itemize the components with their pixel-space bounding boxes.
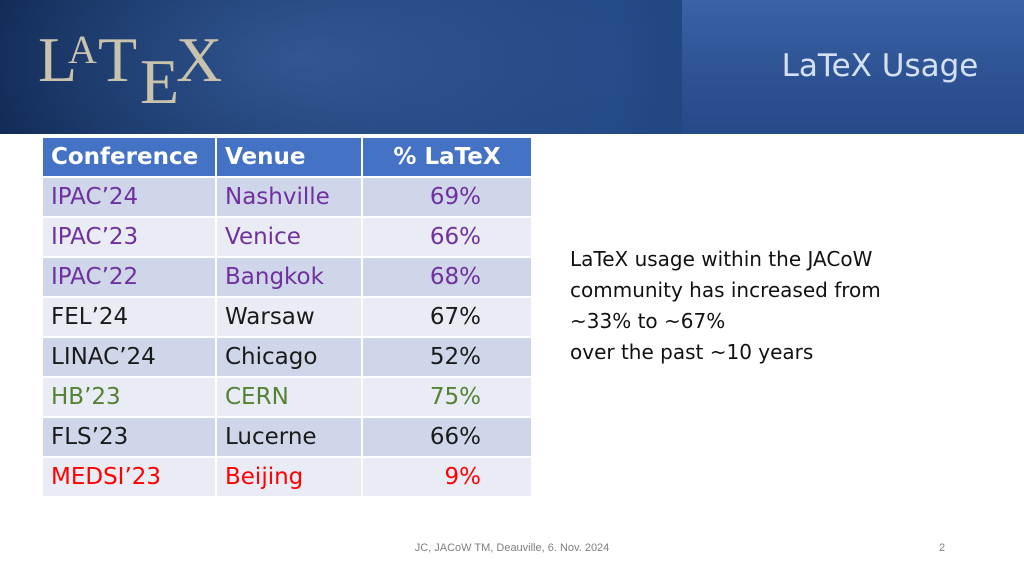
cell-venue: Lucerne — [215, 416, 363, 458]
logo-letter: L — [38, 24, 78, 95]
table-row: FEL’24 Warsaw 67% — [41, 296, 533, 338]
title-panel — [682, 0, 1024, 134]
page-number: 2 — [938, 542, 946, 554]
cell-conference: HB’23 — [41, 376, 217, 418]
note-line: community has increased from — [570, 278, 881, 302]
logo-letter: E — [140, 46, 180, 117]
logo-letter: A — [68, 27, 97, 72]
latex-logo: L A T E X — [38, 24, 248, 114]
column-header-conference: Conference — [41, 136, 217, 178]
cell-venue: Bangkok — [215, 256, 363, 298]
cell-latex: 69% — [361, 176, 533, 218]
cell-latex: 66% — [361, 416, 533, 458]
column-header-venue: Venue — [215, 136, 363, 178]
summary-note: LaTeX usage within the JACoW community h… — [570, 244, 930, 368]
cell-venue: Nashville — [215, 176, 363, 218]
cell-venue: Venice — [215, 216, 363, 258]
cell-venue: Beijing — [215, 456, 363, 498]
note-line: ~33% to ~67% — [570, 309, 726, 333]
cell-conference: IPAC’24 — [41, 176, 217, 218]
cell-latex: 66% — [361, 216, 533, 258]
note-line: LaTeX usage within the JACoW — [570, 247, 873, 271]
slide-footer: JC, JACoW TM, Deauville, 6. Nov. 2024 — [414, 542, 610, 554]
slide-header: L A T E X LaTeX Usage — [0, 0, 1024, 134]
cell-venue: Warsaw — [215, 296, 363, 338]
cell-latex: 75% — [361, 376, 533, 418]
slide-title: LaTeX Usage — [781, 48, 979, 84]
logo-letter: T — [98, 24, 138, 95]
column-header-latex: % LaTeX — [361, 136, 533, 178]
cell-venue: Chicago — [215, 336, 363, 378]
table-row: IPAC’23 Venice 66% — [41, 216, 533, 258]
cell-conference: LINAC’24 — [41, 336, 217, 378]
table-row: IPAC’24 Nashville 69% — [41, 176, 533, 218]
cell-latex: 67% — [361, 296, 533, 338]
cell-conference: IPAC’22 — [41, 256, 217, 298]
cell-latex: 68% — [361, 256, 533, 298]
table-row: FLS’23 Lucerne 66% — [41, 416, 533, 458]
table-row: HB’23 CERN 75% — [41, 376, 533, 418]
table-row: MEDSI’23 Beijing 9% — [41, 456, 533, 498]
cell-latex: 9% — [361, 456, 533, 498]
table-body: IPAC’24 Nashville 69% IPAC’23 Venice 66% IPAC’… — [41, 176, 533, 498]
cell-conference: FLS’23 — [41, 416, 217, 458]
table-header-row: Conference Venue % LaTeX — [41, 136, 533, 178]
cell-conference: MEDSI’23 — [41, 456, 217, 498]
cell-conference: FEL’24 — [41, 296, 217, 338]
table-row: IPAC’22 Bangkok 68% — [41, 256, 533, 298]
cell-venue: CERN — [215, 376, 363, 418]
latex-usage-table: Conference Venue % LaTeX IPAC’24 Nashvill… — [41, 136, 533, 498]
cell-conference: IPAC’23 — [41, 216, 217, 258]
logo-letter: X — [176, 24, 223, 95]
note-line: over the past ~10 years — [570, 340, 814, 364]
table-row: LINAC’24 Chicago 52% — [41, 336, 533, 378]
cell-latex: 52% — [361, 336, 533, 378]
